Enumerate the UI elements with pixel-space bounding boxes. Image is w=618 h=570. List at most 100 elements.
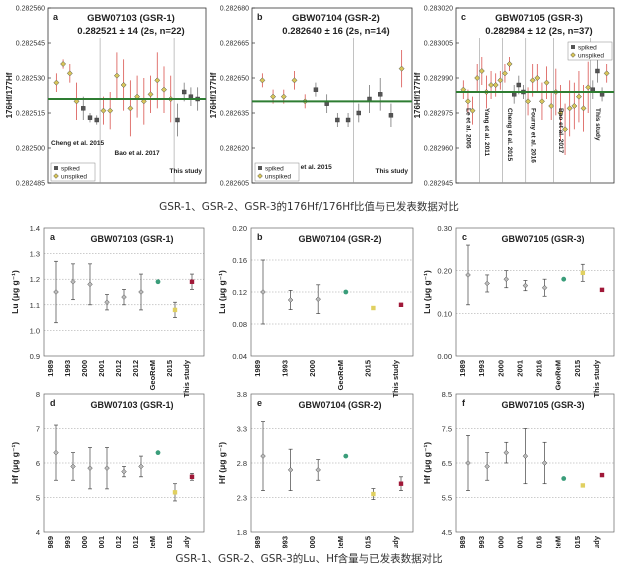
y-axis-label: Lu (μg g⁻¹) [217, 270, 227, 314]
spiked-point [313, 87, 319, 92]
legend-unspiked-label: unspiked [578, 53, 604, 60]
x-tick-label: This study [391, 359, 400, 397]
x-tick-label: GeoReM [554, 360, 563, 390]
legend-unspiked-label: unspiked [265, 174, 291, 181]
x-tick-label: 1993 [477, 360, 486, 377]
y-axis-label: 176Hf/177Hf [5, 72, 14, 118]
panel-title: GBW07103 (GSR-1) [90, 234, 173, 244]
x-tick-label: 2000 [496, 360, 505, 377]
y-axis-label: Hf (μg g⁻¹) [10, 442, 20, 484]
georem-point [561, 276, 567, 282]
data-point [315, 467, 321, 473]
legend-spiked-marker [54, 166, 58, 170]
y-tick-label: 3.3 [237, 425, 247, 434]
group-label: Fourny et al. 2016 [529, 108, 536, 163]
x-tick-label: 1989 [253, 360, 262, 377]
lit-2015-point [371, 491, 376, 497]
unspiked-point [259, 77, 266, 84]
group-label: Yang et al. 2011 [483, 108, 490, 156]
y-tick-label: 1.0 [30, 326, 40, 335]
y-tick-label: 0.282990 [424, 76, 453, 83]
spiked-point [81, 106, 86, 111]
y-tick-label: 4.5 [442, 528, 452, 537]
y-tick-label: 2.8 [237, 459, 247, 468]
spiked-point [356, 110, 361, 116]
data-point [87, 465, 93, 471]
unspiked-point [161, 86, 167, 93]
y-tick-label: 0.282945 [424, 181, 453, 188]
data-point [503, 276, 510, 282]
data-point [541, 284, 548, 291]
data-point [138, 463, 144, 470]
y-tick-label: 7.5 [442, 425, 452, 434]
lu-panel-b: 0.04 0.08 0.12 0.16 0.20 Lu (μg g⁻¹) b GBW07104… [217, 224, 414, 398]
data-point [121, 468, 127, 475]
data-point [484, 463, 490, 470]
group-label: This study [594, 108, 601, 141]
unspiked-point [73, 98, 80, 105]
hf-panel-a: 0.282485 0.282500 0.282515 0.282530 0.282545… [5, 6, 207, 188]
y-tick-label: 0.00 [437, 352, 452, 361]
panel-subtitle: 0.282521 ± 14 (2s, n=22) [77, 26, 184, 37]
lit-2015-point [172, 490, 178, 495]
x-tick-label: This study [391, 535, 400, 548]
data-point [465, 272, 471, 278]
plot-frame [251, 7, 413, 184]
data-point [70, 279, 76, 285]
plot-frame [43, 393, 205, 533]
x-tick-label: GeoReM [148, 360, 157, 390]
y-tick-label: 0.282960 [424, 146, 453, 153]
group-label: Cheng et al. 2015 [506, 108, 513, 161]
lu-panel-c: 0.00 0.10 0.20 0.30 Lu (μg g⁻¹) c GBW07105 (GS… [422, 224, 615, 398]
panel-title: GBW07104 (GSR-2) [298, 400, 381, 410]
x-tick-label: 2000 [496, 536, 505, 548]
plot-frame [455, 393, 615, 533]
data-point [287, 297, 294, 303]
unspiked-point [548, 103, 555, 109]
spiked-point [595, 68, 600, 74]
x-tick-label: GeoReM [336, 536, 345, 548]
x-tick-label: 2000 [80, 360, 89, 377]
data-point [138, 289, 144, 295]
legend-unspiked-label: unspiked [61, 174, 87, 181]
unspiked-point [291, 77, 298, 84]
unspiked-point [474, 75, 481, 81]
data-point [121, 294, 127, 300]
panel-title: GBW07103 (GSR-1) [87, 13, 175, 24]
data-point [503, 449, 510, 456]
x-tick-label: 2015 [573, 360, 582, 377]
legend-spiked-marker [571, 45, 575, 49]
y-tick-label: 4 [36, 528, 40, 537]
x-tick-label: 2000 [308, 536, 317, 548]
this-study-point [189, 279, 195, 284]
panel-title: GBW07105 (GSR-3) [501, 400, 584, 410]
x-tick-label: 2015 [165, 360, 174, 377]
georem-point [561, 476, 567, 481]
spiked-point [94, 117, 99, 123]
y-tick-label: 8 [36, 390, 40, 399]
spiked-point [388, 113, 394, 118]
plot-frame [47, 7, 207, 184]
hf-panel-b: 0.282605 0.282620 0.282635 0.282650 0.282665… [209, 6, 413, 188]
panel-title: GBW07103 (GSR-1) [90, 400, 173, 410]
y-tick-label: 0.282635 [220, 111, 249, 118]
unspiked-point [127, 105, 134, 112]
x-tick-label: GeoReM [336, 360, 345, 390]
lu-panel-a: 0.9 1.0 1.1 1.2 1.3 1.4 Lu (μg g⁻¹) a GBW07103 (… [10, 224, 205, 398]
panel-letter: e [257, 398, 262, 408]
panel-letter: f [462, 398, 466, 408]
y-axis-label: 176Hf/177Hf [413, 72, 422, 118]
panel-title: GBW07105 (GSR-3) [495, 13, 583, 24]
group-label: Cheng et al. 2015 [279, 164, 332, 171]
unspiked-point [488, 82, 495, 88]
unspiked-point [538, 98, 545, 105]
group-label: Cheng et al. 2015 [51, 140, 104, 147]
y-axis-label: Hf (μg g⁻¹) [217, 442, 227, 484]
x-tick-label: This study [592, 535, 601, 548]
unspiked-point [534, 75, 541, 81]
data-point [87, 281, 93, 288]
unspiked-point [585, 84, 592, 91]
data-point [53, 449, 59, 456]
x-tick-label: 1989 [46, 536, 55, 548]
